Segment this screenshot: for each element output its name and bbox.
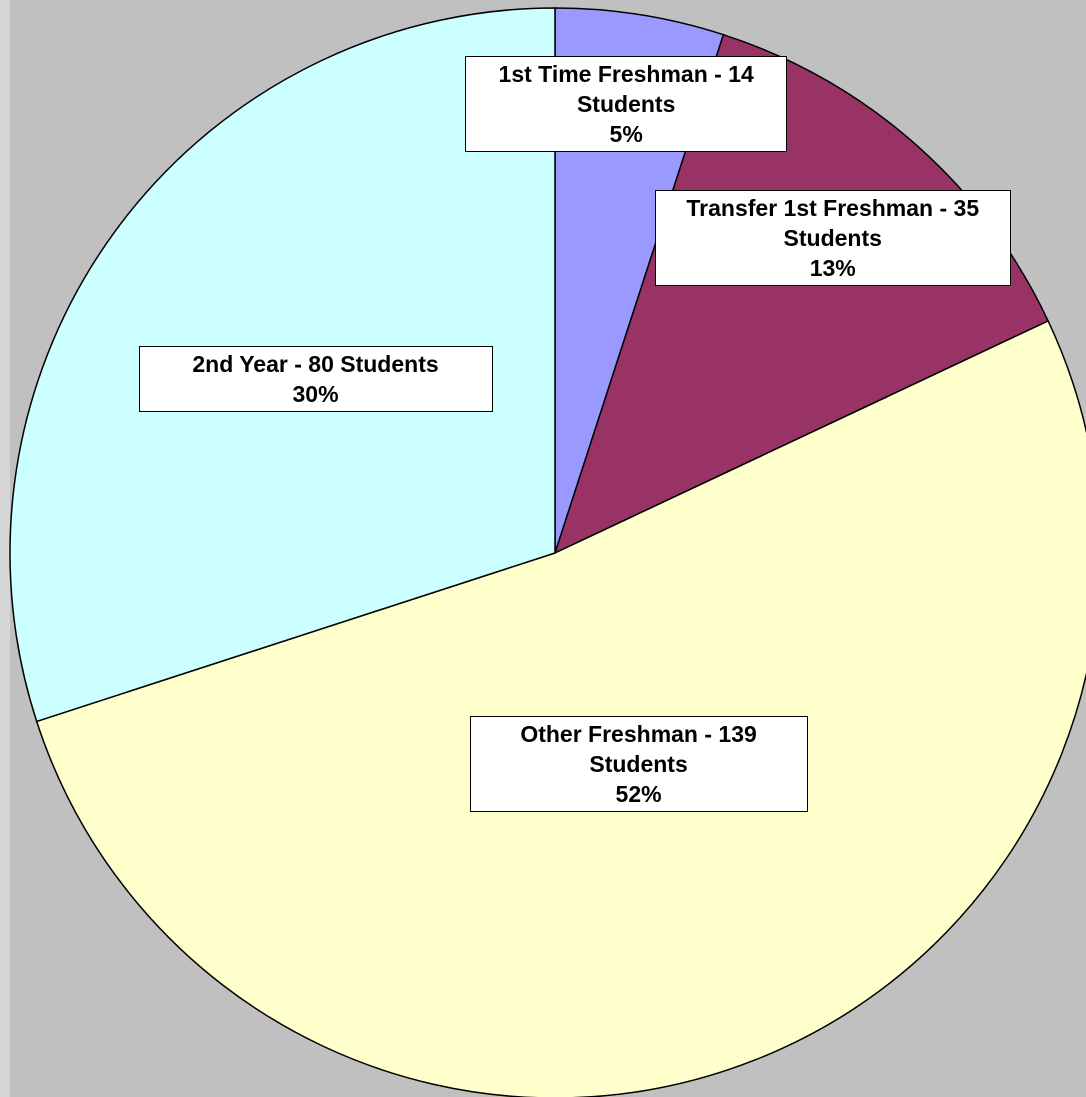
pie-slice [553, 33, 1050, 555]
percent-label: 13% [809, 254, 856, 281]
category-label: Other Freshman - 139 Students [520, 721, 757, 778]
data-label: 1st Time Freshman - 14 Students 5% [465, 55, 788, 152]
category-label: 1st Time Freshman - 14 Students [498, 60, 754, 117]
data-label: 2nd Year - 80 Students 30% [138, 346, 493, 412]
data-label: Transfer 1st Freshman - 35 Students 13% [654, 189, 1011, 286]
pie-slice [35, 319, 1086, 1097]
percent-label: 5% [609, 120, 643, 147]
data-label: Other Freshman - 139 Students 52% [469, 716, 808, 813]
category-label: Transfer 1st Freshman - 35 Students [686, 194, 980, 251]
percent-label: 52% [615, 781, 662, 808]
percent-label: 30% [292, 381, 339, 407]
category-label: 2nd Year - 80 Students [192, 351, 439, 377]
